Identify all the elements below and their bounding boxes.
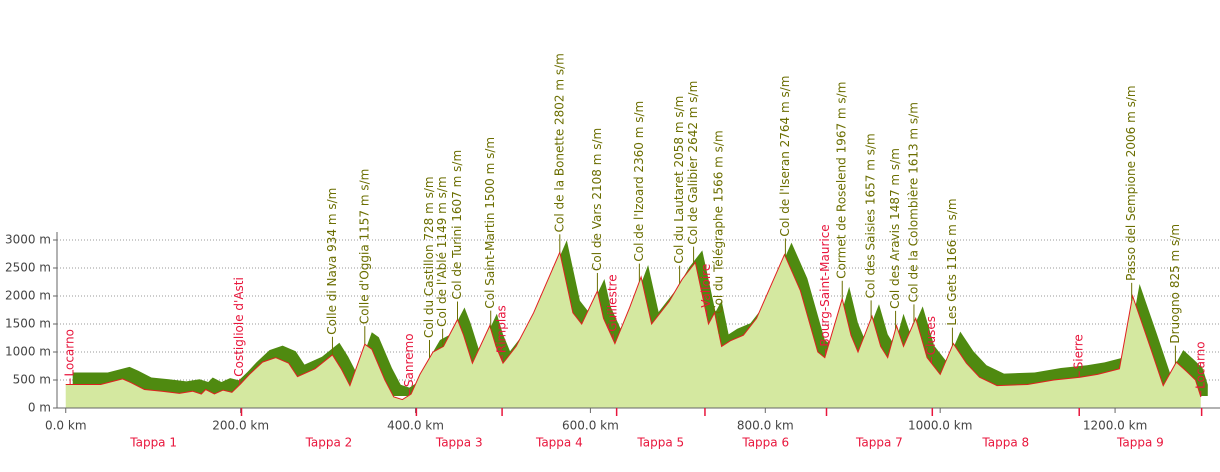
pass-label: Col du Télégraphe 1566 m s/m (711, 130, 725, 313)
pass-label: Les Gets 1166 m s/m (945, 198, 959, 325)
y-tick-label: 1500 m (5, 317, 51, 331)
stage-label: Tappa 4 (535, 436, 583, 450)
pass-label: Col de l'Iseran 2764 m s/m (778, 76, 792, 237)
x-tick-label: 1200.0 km (1083, 419, 1147, 433)
y-tick-label: 2500 m (5, 261, 51, 275)
stage-label: Tappa 5 (636, 436, 684, 450)
x-tick-label: 0.0 km (45, 419, 87, 433)
pass-label: Col des Aravis 1487 m s/m (888, 148, 902, 309)
pass-label: Col de la Colombière 1613 m s/m (906, 102, 920, 302)
pass-label: Colle d'Oggia 1157 m s/m (357, 169, 371, 325)
stage-label: Tappa 7 (855, 436, 903, 450)
y-tick-label: 1000 m (5, 345, 51, 359)
town-label: Guillestre (606, 274, 620, 331)
stage-label: Tappa 2 (305, 436, 353, 450)
city-label: Locarno (63, 329, 77, 376)
pass-label: Col de Turini 1607 m s/m (450, 150, 464, 300)
y-tick-label: 500 m (13, 373, 51, 387)
x-tick-label: 600.0 km (562, 419, 619, 433)
x-tick-label: 800.0 km (737, 419, 794, 433)
y-tick-label: 3000 m (5, 233, 51, 247)
pass-label: Col du Castillon 728 m s/m (422, 176, 436, 338)
city-label: Locarno (1193, 341, 1207, 388)
pass-label: Col de l'Ablé 1149 m s/m (435, 176, 449, 327)
pass-label: Col de Galibier 2642 m s/m (686, 81, 700, 245)
y-tick-label: 0 m (28, 401, 51, 415)
town-label: Sanremo (402, 333, 416, 387)
pass-label: Col de Vars 2108 m s/m (590, 128, 604, 271)
stage-label: Tappa 6 (741, 436, 789, 450)
y-tick-label: 2000 m (5, 289, 51, 303)
x-tick-label: 200.0 km (212, 419, 269, 433)
stage-label: Tappa 1 (129, 436, 177, 450)
pass-label: Passo del Sempione 2006 m s/m (1124, 85, 1138, 281)
town-label: Cluses (924, 316, 938, 355)
x-tick-label: 1000.0 km (908, 419, 972, 433)
pass-label: Col des Saisies 1657 m s/m (864, 133, 878, 298)
pass-label: Colle di Nava 934 m s/m (325, 188, 339, 335)
stage-label: Tappa 3 (435, 436, 483, 450)
pass-label: Col du Lautaret 2058 m s/m (672, 96, 686, 264)
pass-label: Col Saint-Martin 1500 m s/m (483, 137, 497, 309)
elevation-line (65, 250, 1202, 401)
town-label: Rimplas (495, 305, 509, 353)
town-label: Valloire (699, 264, 713, 308)
pass-label: Col de l'Izoard 2360 m s/m (632, 101, 646, 262)
town-label: Sierre (1072, 334, 1086, 369)
elevation-area (65, 252, 1201, 408)
pass-label: Col de la Bonette 2802 m s/m (552, 53, 566, 232)
pass-label: Cormet de Roselend 1967 m s/m (835, 82, 849, 279)
town-label: Costigliole d'Asti (232, 277, 246, 377)
pass-label: Druogno 825 m s/m (1168, 224, 1182, 344)
x-tick-label: 400.0 km (387, 419, 444, 433)
town-label: Bourg-Saint-Maurice (818, 224, 832, 346)
stage-label: Tappa 8 (981, 436, 1029, 450)
stage-label: Tappa 9 (1116, 436, 1164, 450)
